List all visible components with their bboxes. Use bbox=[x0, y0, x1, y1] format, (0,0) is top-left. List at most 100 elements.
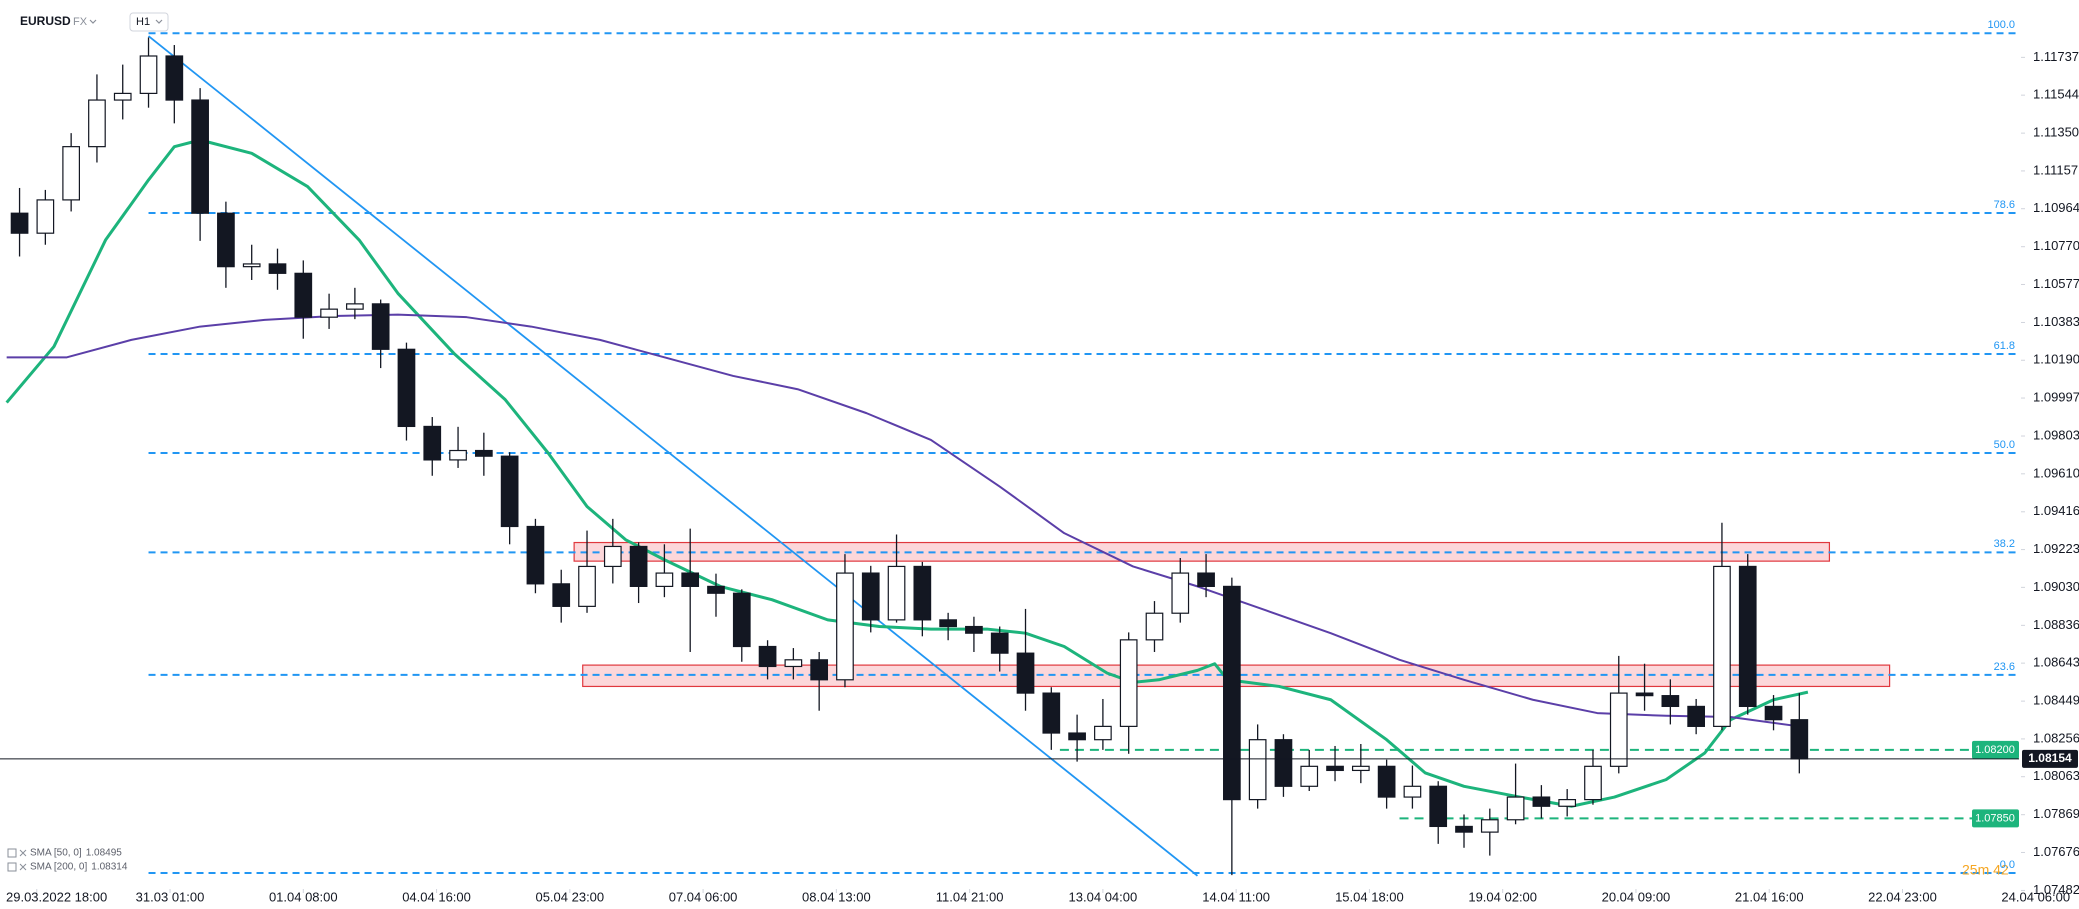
candle-body bbox=[861, 572, 880, 621]
lines-layer bbox=[5, 32, 2019, 877]
y-tick-label: 1.07482 bbox=[2033, 882, 2079, 897]
y-tick-label: 1.10964 bbox=[2033, 200, 2079, 215]
y-tick-label: 1.07869 bbox=[2033, 806, 2079, 821]
x-tick-label: 19.04 02:00 bbox=[1468, 889, 1537, 904]
candle-body bbox=[681, 572, 700, 587]
candle-body bbox=[1223, 585, 1241, 801]
candle-body bbox=[1145, 612, 1164, 641]
current-price-label: 1.08154 bbox=[2028, 751, 2072, 765]
y-tick-label: 1.09803 bbox=[2033, 427, 2079, 442]
y-tick-label: 1.09997 bbox=[2033, 389, 2079, 404]
legend-value: 1.08314 bbox=[91, 862, 128, 873]
market[interactable]: FX bbox=[73, 16, 88, 28]
x-tick-label: 21.04 16:00 bbox=[1735, 889, 1804, 904]
candle-body bbox=[1094, 725, 1112, 741]
candle-body bbox=[242, 263, 261, 268]
candle-body bbox=[346, 303, 364, 310]
trendline bbox=[147, 35, 1199, 877]
timeframe-box[interactable] bbox=[129, 12, 169, 32]
level-label: 1.07850 bbox=[1975, 812, 2015, 824]
candle-body bbox=[268, 263, 287, 274]
x-tick-label: 15.04 18:00 bbox=[1335, 889, 1404, 904]
text-layer: EURUSD FX H1 1.11737 1.11544 1.11350 1.1115… bbox=[6, 12, 2079, 904]
candle-body bbox=[1403, 785, 1422, 798]
timeframe[interactable]: H1 bbox=[136, 16, 150, 28]
x-tick-label: 01.04 08:00 bbox=[269, 889, 338, 904]
candle-body bbox=[449, 449, 467, 461]
candle-body bbox=[1429, 785, 1448, 828]
fib-label: 100.0 bbox=[1987, 19, 2015, 31]
x-tick-label: 08.04 13:00 bbox=[802, 889, 871, 904]
candle-body bbox=[1532, 796, 1551, 807]
candle-body bbox=[1326, 765, 1344, 772]
candle-body bbox=[1687, 705, 1706, 727]
candle-body bbox=[1197, 572, 1215, 587]
candle-body bbox=[1455, 825, 1473, 833]
candle-body bbox=[913, 565, 932, 621]
x-tick-label: 24.04 06:00 bbox=[2001, 889, 2070, 904]
x-tick-label: 31.03 01:00 bbox=[136, 889, 205, 904]
candle-body bbox=[965, 625, 983, 634]
countdown: 25m 42 bbox=[1962, 862, 2009, 878]
candle-body bbox=[1635, 692, 1654, 697]
y-tick-label: 1.07676 bbox=[2033, 844, 2079, 859]
candle-body bbox=[603, 545, 622, 568]
y-tick-label: 1.11737 bbox=[2033, 49, 2079, 64]
legend-name: SMA [50, 0] bbox=[30, 848, 82, 859]
candle-body bbox=[655, 572, 674, 587]
market-dropdown-icon[interactable] bbox=[89, 19, 97, 24]
y-tick-label: 1.11350 bbox=[2033, 125, 2079, 140]
timeframe-dropdown-icon[interactable] bbox=[155, 19, 163, 24]
overlay-layer: 1.08200 1.07850 1.08154 25m 42 bbox=[0, 740, 2078, 878]
candle-body bbox=[500, 455, 519, 528]
x-tick-label: 13.04 04:00 bbox=[1069, 889, 1138, 904]
candle-body bbox=[217, 212, 235, 268]
candle-body bbox=[10, 212, 29, 234]
y-tick-label: 1.08836 bbox=[2033, 617, 2079, 632]
candle-body bbox=[88, 99, 106, 148]
legend-close-icon[interactable] bbox=[19, 863, 27, 871]
candle-body bbox=[836, 572, 854, 681]
candle-body bbox=[1764, 705, 1783, 721]
fib-label: 0.0 bbox=[2000, 859, 2015, 871]
level-label-box bbox=[1972, 809, 2019, 828]
candle-body bbox=[139, 55, 158, 94]
x-tick-label: 22.04 23:00 bbox=[1868, 889, 1937, 904]
candle-body bbox=[320, 308, 338, 318]
candle-body bbox=[1661, 695, 1680, 708]
fib-label: 78.6 bbox=[1994, 199, 2015, 211]
candle-body bbox=[1480, 819, 1499, 833]
y-tick-label: 1.11544 bbox=[2033, 87, 2079, 102]
x-tick-label: 20.04 09:00 bbox=[1602, 889, 1671, 904]
y-tick-label: 1.10770 bbox=[2033, 238, 2079, 253]
candle-body bbox=[1790, 719, 1809, 760]
candle-body bbox=[1584, 765, 1602, 801]
candle-body bbox=[939, 619, 957, 628]
current-price-box bbox=[2022, 749, 2078, 768]
y-tick-label: 1.10190 bbox=[2033, 352, 2079, 367]
candle-body bbox=[1377, 765, 1396, 798]
candle-body bbox=[113, 92, 132, 101]
candle-body bbox=[1300, 765, 1319, 787]
candle-body bbox=[397, 348, 416, 428]
candle-body bbox=[990, 632, 1009, 654]
fib-label: 23.6 bbox=[1994, 661, 2015, 673]
candle-body bbox=[707, 585, 725, 594]
level-label: 1.08200 bbox=[1975, 744, 2015, 756]
candle-body bbox=[887, 565, 906, 621]
fib-label: 61.8 bbox=[1994, 340, 2015, 352]
candle-body bbox=[732, 592, 751, 648]
y-tick-label: 1.11157 bbox=[2033, 162, 2078, 177]
candle-body bbox=[1248, 739, 1267, 801]
candle-body bbox=[810, 659, 829, 681]
legend-close-icon[interactable] bbox=[19, 849, 27, 857]
candle-body bbox=[1068, 732, 1086, 741]
symbol: EURUSD bbox=[20, 14, 71, 28]
fib-label: 38.2 bbox=[1994, 538, 2015, 550]
y-tick-label: 1.09223 bbox=[2033, 541, 2079, 556]
sma-line bbox=[5, 138, 1809, 808]
candle-body bbox=[784, 659, 803, 668]
x-tick-label: 04.04 16:00 bbox=[402, 889, 471, 904]
